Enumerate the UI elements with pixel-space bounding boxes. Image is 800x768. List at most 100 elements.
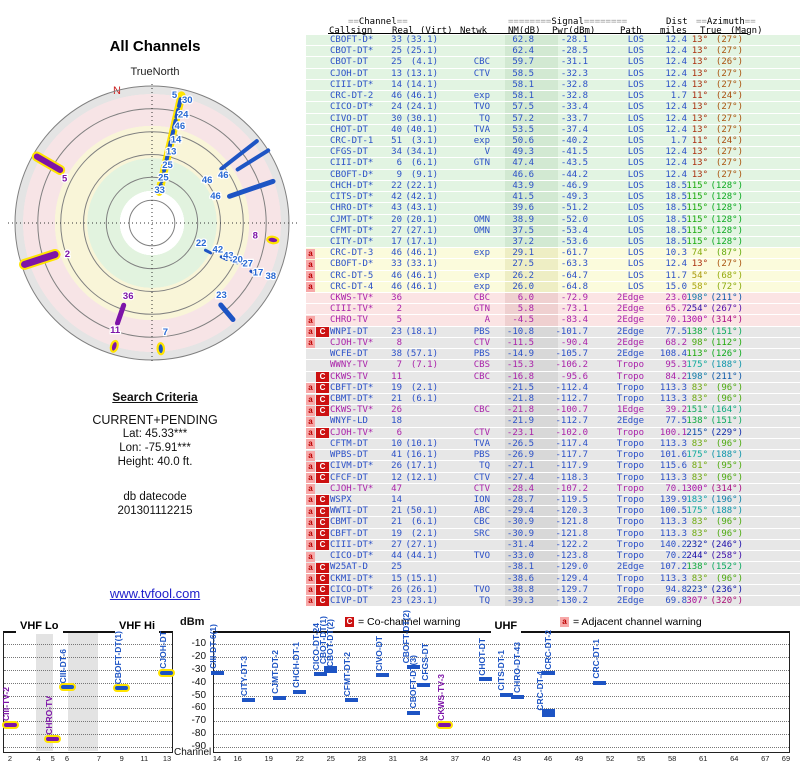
distance-cell: 12.4 [665, 169, 687, 180]
station-signal-bar [313, 672, 327, 677]
virtual-channel-cell: (46.1) [405, 248, 438, 259]
real-channel-cell: 34 [391, 147, 402, 158]
channel-tick-label: 61 [699, 754, 708, 763]
magnetic-azimuth-cell: (151°) [710, 416, 743, 427]
nm-column-shading [505, 203, 558, 214]
station-signal-bar [417, 682, 431, 687]
nm-cell: 47.4 [512, 158, 534, 169]
nm-cell: 49.3 [512, 147, 534, 158]
magnetic-azimuth-cell: (96°) [715, 517, 743, 528]
power-cell: -51.2 [560, 203, 588, 214]
path-cell: LOS [627, 113, 644, 124]
radar-channel-label: 5 [172, 90, 178, 101]
callsign-cell: CITS-DT* [330, 192, 374, 203]
nm-column-shading [505, 35, 558, 46]
path-cell: Tropo [616, 506, 644, 517]
station-bar-label: CHRO-DT-43 [512, 642, 522, 694]
table-row: a CBOFT-D* 33 (33.1) 27.5 -63.3 LOS 12.4 13° (27°… [306, 259, 800, 271]
station-bar-label: CJOH-DT [157, 630, 168, 669]
callsign-cell: CHRO-TV [330, 315, 368, 326]
path-cell: LOS [627, 102, 644, 113]
callsign-cell: CIVO-DT [330, 113, 368, 124]
callsign-cell: CBOT-DT [330, 57, 368, 68]
table-row: CBOFT-D* 9 (9.1) 46.6 -44.2 LOS 12.4 13° (27°) [306, 169, 800, 181]
true-azimuth-cell: 115° [686, 225, 708, 236]
power-cell: -33.7 [560, 113, 588, 124]
virtual-channel-cell: (17.1) [405, 236, 438, 247]
co-channel-warning-badge: C [316, 394, 329, 405]
radar-station-bar [157, 93, 184, 194]
channel-tick-label: 64 [730, 754, 739, 763]
nm-cell: -33.0 [506, 551, 534, 562]
callsign-cell: CICO-DT* [330, 551, 374, 562]
table-row: CBOFT-D* 33 (33.1) 62.8 -28.1 LOS 12.4 13° (27°) [306, 35, 800, 47]
column-header: Callsign [329, 26, 373, 36]
station-bar-label: CBOT-DT(2) [324, 619, 335, 668]
network-cell: GTN [473, 304, 490, 315]
true-azimuth-cell: 13° [691, 35, 708, 45]
radar-channel-label: 25 [158, 172, 169, 183]
callsign-cell: CRC-DT-2 [330, 91, 374, 102]
callsign-cell: CICO-DT* [330, 102, 374, 113]
channel-tick-label: 14 [212, 754, 222, 763]
channel-tick-label: 67 [761, 754, 770, 763]
adjacent-channel-legend-text: = Adjacent channel warning [573, 616, 702, 628]
nm-cell: 62.4 [512, 46, 534, 57]
co-channel-warning-badge: C [316, 506, 329, 517]
network-cell: TVA [473, 438, 490, 449]
station-bar-label: CIII-TV-2 [1, 687, 11, 722]
path-cell: Tropo [616, 382, 644, 393]
table-row: CJOH-DT 13 (13.1) CTV 58.5 -32.3 LOS 12.4 13° (27… [306, 68, 800, 80]
true-azimuth-cell: 13° [691, 158, 708, 169]
magnetic-azimuth-cell: (27°) [715, 46, 743, 57]
longitude-value: Lon: -75.91*** [119, 442, 191, 454]
path-cell: LOS [627, 91, 644, 102]
gridline [4, 747, 172, 748]
virtual-channel-cell: (20.1) [405, 214, 438, 225]
adjacent-warning-badge: a [306, 271, 315, 282]
station-signal-bar [344, 697, 358, 702]
real-channel-cell: 6 [396, 427, 402, 438]
path-cell: 2Edge [616, 293, 644, 304]
nm-column-shading [505, 79, 558, 91]
co-channel-warning-badge: C [316, 596, 329, 607]
nm-cell: 27.5 [512, 259, 534, 270]
callsign-cell: CITY-DT* [330, 236, 374, 247]
tvfool-link[interactable]: www.tvfool.com [109, 586, 201, 601]
real-channel-cell: 25 [391, 562, 402, 573]
dbm-tick-label: -20 [191, 650, 206, 662]
callsign-cell: CJOH-TV* [330, 483, 374, 494]
true-azimuth-cell: 13° [691, 68, 708, 79]
true-azimuth-cell: 175° [686, 506, 708, 517]
virtual-channel-cell: (46.1) [405, 270, 438, 281]
power-cell: -102.0 [555, 427, 588, 438]
station-signal-bar [210, 671, 224, 676]
path-cell: LOS [627, 259, 644, 270]
nm-column-shading [505, 315, 558, 326]
virtual-channel-cell: (27.1) [405, 539, 438, 550]
radar-title: All Channels [109, 38, 201, 55]
table-row: a CRC-DT-3 46 (46.1) exp 29.1 -61.7 LOS 10.3 74° (… [306, 248, 800, 260]
magnetic-azimuth-cell: (196°) [710, 494, 743, 505]
table-row: CRC-DT-2 46 (46.1) exp 58.1 -32.8 LOS 1.7 11° (24… [306, 91, 800, 103]
nm-cell: 46.6 [512, 169, 534, 180]
co-channel-warning-badge: C [316, 461, 329, 472]
channel-tick-label: 4 [36, 754, 41, 763]
table-row: a C CKMI-DT* 15 (15.1) -38.6 -129.4 Tropo 113.3 8… [306, 573, 800, 585]
path-cell: LOS [627, 192, 644, 203]
nm-column-shading [505, 180, 558, 192]
band-label: VHF Hi [115, 620, 160, 634]
real-channel-cell: 46 [391, 270, 402, 281]
station-bar-label: CHRO-TV [43, 695, 54, 735]
distance-cell: 115.6 [659, 461, 687, 472]
distance-cell: 107.2 [659, 562, 687, 573]
true-azimuth-cell: 175° [686, 360, 708, 371]
true-azimuth-cell: 83° [691, 394, 708, 404]
distance-cell: 70.2 [665, 551, 687, 562]
callsign-cell: CBOFT-D* [330, 169, 374, 180]
real-channel-cell: 15 [391, 573, 402, 584]
dbm-tick-label: -70 [191, 715, 206, 727]
co-channel-legend-icon: C [345, 617, 354, 627]
radar-crosshair [8, 84, 297, 362]
